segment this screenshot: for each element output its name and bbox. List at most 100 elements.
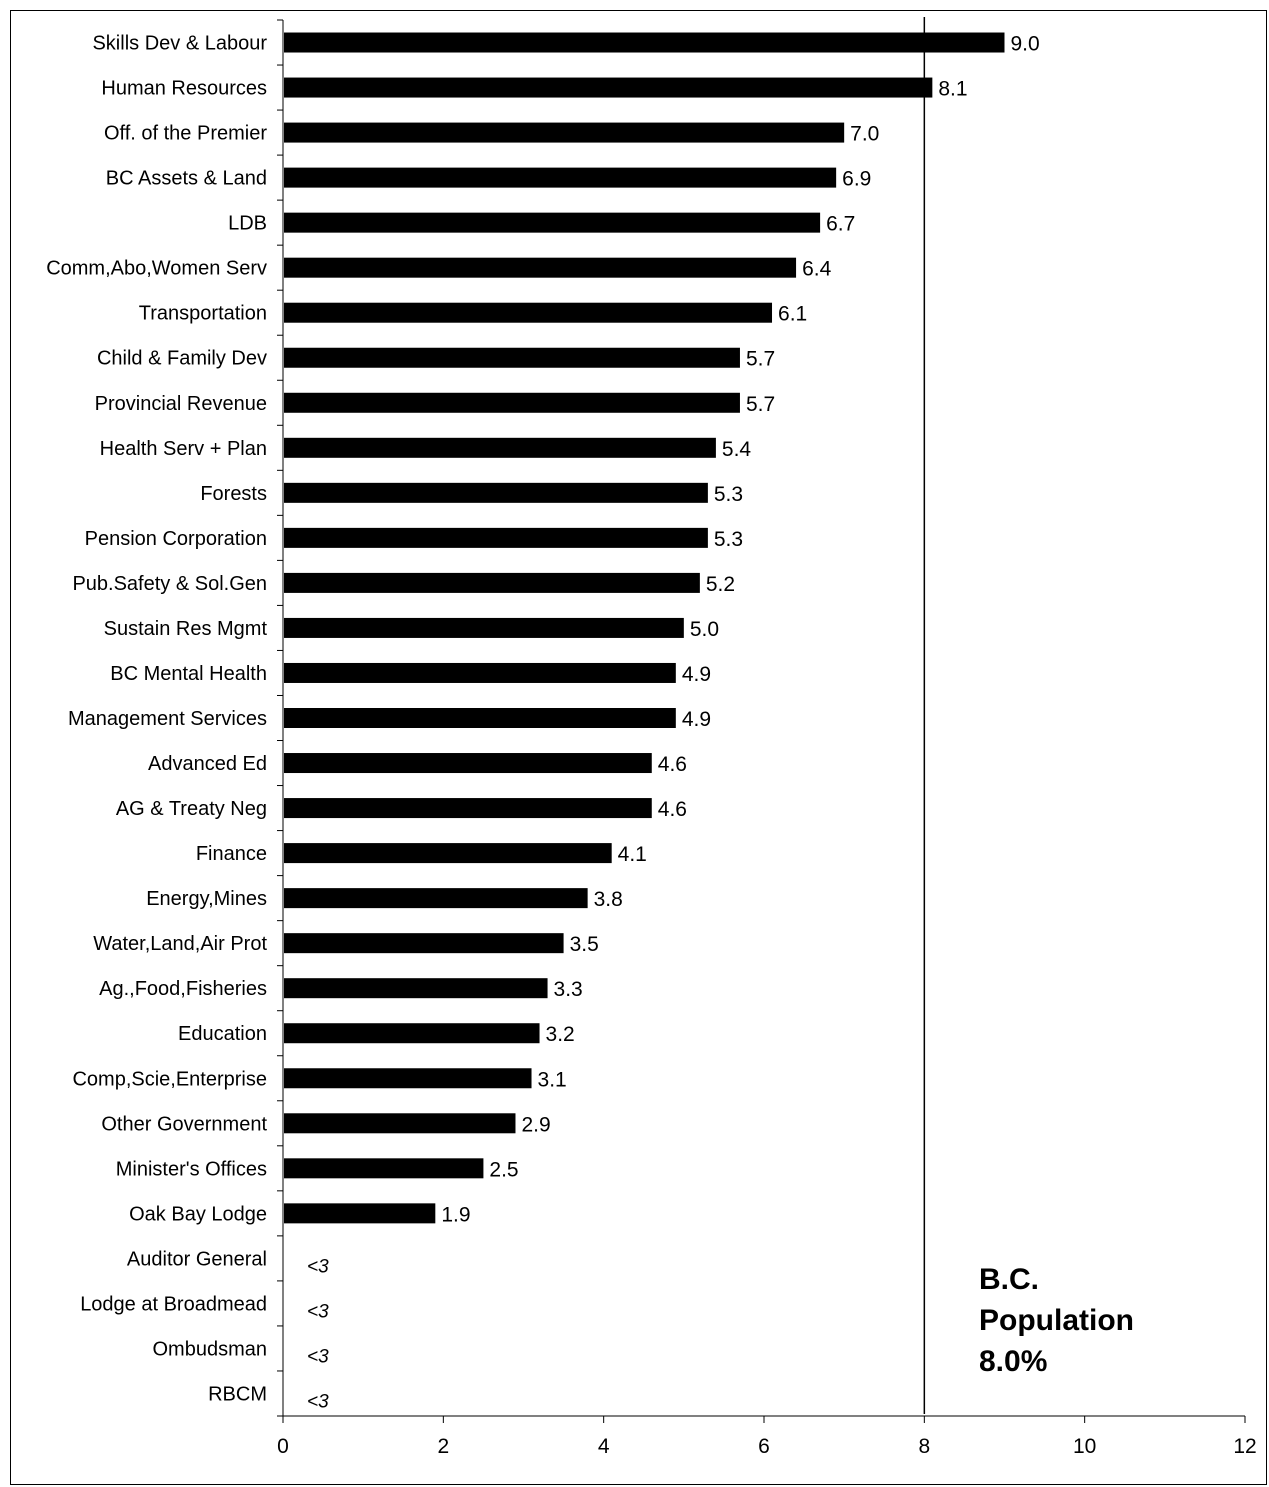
category-label: Auditor General bbox=[127, 1248, 267, 1270]
value-tick-label: 2 bbox=[437, 1435, 449, 1458]
data-label: 5.3 bbox=[714, 483, 743, 506]
bar bbox=[284, 392, 740, 413]
category-label: Lodge at Broadmead bbox=[80, 1293, 267, 1315]
category-label: Water,Land,Air Prot bbox=[93, 933, 267, 955]
category-label: Sustain Res Mgmt bbox=[104, 618, 268, 640]
labels-group: Skills Dev & Labour 9.0 Human Resources 8.1… bbox=[46, 33, 1256, 1458]
data-label: 3.2 bbox=[546, 1023, 575, 1046]
data-label: 7.0 bbox=[850, 123, 879, 146]
category-label: Finance bbox=[196, 843, 267, 865]
category-label: Comp,Scie,Enterprise bbox=[72, 1068, 267, 1090]
data-label: 6.7 bbox=[826, 213, 855, 236]
value-tick-label: 0 bbox=[277, 1435, 289, 1458]
data-label: 5.4 bbox=[722, 438, 752, 461]
data-label: 5.7 bbox=[746, 393, 775, 416]
bar bbox=[284, 32, 1005, 53]
category-label: Forests bbox=[200, 483, 267, 505]
bar bbox=[284, 1203, 436, 1224]
data-label: 3.3 bbox=[554, 978, 583, 1001]
bar bbox=[284, 888, 588, 909]
category-label: Advanced Ed bbox=[148, 753, 267, 775]
value-tick-label: 4 bbox=[598, 1435, 610, 1458]
category-label: Off. of the Premier bbox=[104, 123, 267, 145]
data-label: 1.9 bbox=[441, 1203, 470, 1226]
bars-group bbox=[284, 32, 1005, 1224]
bar bbox=[284, 933, 564, 954]
category-label: BC Mental Health bbox=[110, 663, 267, 685]
bar bbox=[284, 843, 612, 864]
value-tick-label: 10 bbox=[1073, 1435, 1096, 1458]
category-label: Provincial Revenue bbox=[95, 393, 267, 415]
category-label: Health Serv + Plan bbox=[100, 438, 267, 460]
bar bbox=[284, 708, 676, 728]
bar-chart: Skills Dev & Labour 9.0 Human Resources 8.1… bbox=[46, 17, 1257, 1458]
data-label: 4.1 bbox=[618, 843, 647, 866]
data-label: 4.6 bbox=[658, 798, 687, 821]
category-label: Education bbox=[178, 1023, 267, 1045]
category-label: Pub.Safety & Sol.Gen bbox=[72, 573, 267, 595]
bar bbox=[284, 753, 652, 774]
bar bbox=[284, 257, 797, 278]
bar bbox=[284, 167, 837, 188]
category-label: Ombudsman bbox=[153, 1338, 268, 1360]
data-label: 5.2 bbox=[706, 573, 735, 596]
category-label: Minister's Offices bbox=[116, 1158, 267, 1180]
bar bbox=[284, 572, 700, 593]
data-label: 9.0 bbox=[1011, 33, 1040, 56]
bar bbox=[284, 482, 708, 503]
bar bbox=[284, 77, 933, 98]
value-tick-label: 6 bbox=[758, 1435, 770, 1458]
category-label: Oak Bay Lodge bbox=[129, 1203, 267, 1225]
data-label: 8.1 bbox=[938, 78, 967, 101]
bar bbox=[284, 347, 740, 368]
category-label: Skills Dev & Labour bbox=[92, 33, 267, 55]
category-label: Comm,Abo,Women Serv bbox=[46, 258, 267, 280]
data-label: 4.9 bbox=[682, 708, 711, 731]
bar bbox=[284, 122, 845, 143]
bar bbox=[284, 662, 676, 683]
data-label: 5.3 bbox=[714, 528, 743, 551]
bar bbox=[284, 978, 548, 999]
chart-frame: Skills Dev & Labour 9.0 Human Resources 8.1… bbox=[10, 10, 1267, 1485]
bar bbox=[284, 1158, 484, 1179]
category-label: AG & Treaty Neg bbox=[116, 798, 267, 820]
reference-label: B.C. bbox=[979, 1263, 1039, 1296]
reference-label: Population bbox=[979, 1304, 1134, 1337]
bar bbox=[284, 527, 708, 548]
bar bbox=[284, 617, 684, 638]
data-label: 6.1 bbox=[778, 303, 807, 326]
data-label: 3.8 bbox=[594, 888, 623, 911]
bar bbox=[284, 302, 773, 323]
bar bbox=[284, 798, 652, 819]
value-tick-label: 8 bbox=[918, 1435, 930, 1458]
category-label: Energy,Mines bbox=[146, 888, 267, 910]
category-label: Human Resources bbox=[101, 78, 267, 100]
data-label: 5.0 bbox=[690, 618, 719, 641]
category-label: RBCM bbox=[208, 1383, 267, 1405]
bar bbox=[284, 437, 716, 458]
category-label: Management Services bbox=[68, 708, 267, 730]
category-label: Child & Family Dev bbox=[97, 348, 267, 370]
category-label: BC Assets & Land bbox=[106, 168, 267, 190]
bar bbox=[284, 1113, 516, 1134]
data-label: 6.4 bbox=[802, 258, 832, 281]
data-label: 2.9 bbox=[521, 1113, 550, 1136]
category-label: Ag.,Food,Fisheries bbox=[99, 978, 267, 1000]
category-label: Transportation bbox=[139, 303, 267, 325]
data-label: 4.6 bbox=[658, 753, 687, 776]
data-label: 6.9 bbox=[842, 168, 871, 191]
category-label: Pension Corporation bbox=[85, 528, 267, 550]
data-label: 4.9 bbox=[682, 663, 711, 686]
data-label: <3 bbox=[307, 1256, 329, 1277]
data-label: <3 bbox=[307, 1391, 329, 1412]
category-label: LDB bbox=[228, 213, 267, 235]
value-tick-label: 12 bbox=[1233, 1435, 1256, 1458]
reference-label: 8.0% bbox=[979, 1345, 1047, 1378]
data-label: <3 bbox=[307, 1301, 329, 1322]
category-label: Other Government bbox=[101, 1113, 267, 1135]
bar bbox=[284, 212, 821, 233]
data-label: 5.7 bbox=[746, 348, 775, 371]
bar bbox=[284, 1023, 540, 1044]
bar bbox=[284, 1068, 532, 1089]
data-label: 3.5 bbox=[570, 933, 599, 956]
